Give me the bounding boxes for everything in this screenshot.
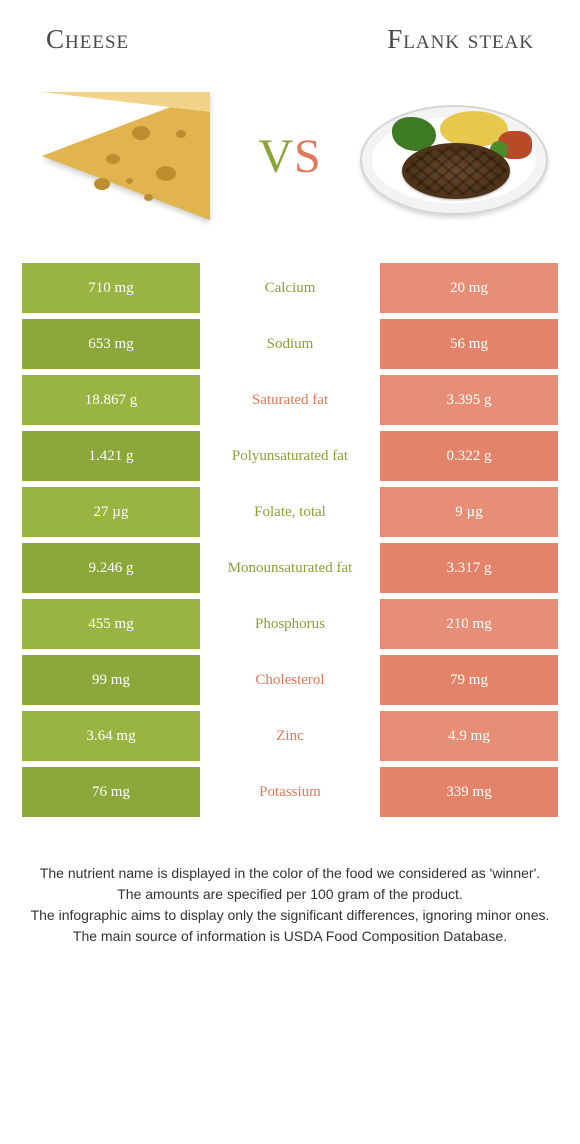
- nutrient-name: Monounsaturated fat: [200, 543, 380, 593]
- footnote-line: The infographic aims to display only the…: [26, 905, 554, 926]
- left-food-image: [26, 81, 226, 231]
- right-value: 210 mg: [380, 599, 558, 649]
- right-value: 79 mg: [380, 655, 558, 705]
- nutrient-name: Potassium: [200, 767, 380, 817]
- right-value: 20 mg: [380, 263, 558, 313]
- title-row: Cheese Flank steak: [22, 18, 558, 63]
- table-row: 455 mgPhosphorus210 mg: [22, 599, 558, 649]
- left-value: 710 mg: [22, 263, 200, 313]
- left-food-title: Cheese: [46, 24, 129, 55]
- cheese-icon: [36, 86, 216, 226]
- footnote-line: The main source of information is USDA F…: [26, 926, 554, 947]
- right-value: 0.322 g: [380, 431, 558, 481]
- infographic: Cheese Flank steak VS 710 mgCalcium20 mg…: [0, 0, 580, 965]
- right-food-image: [354, 81, 554, 231]
- left-value: 76 mg: [22, 767, 200, 817]
- right-value: 339 mg: [380, 767, 558, 817]
- right-value: 4.9 mg: [380, 711, 558, 761]
- left-value: 9.246 g: [22, 543, 200, 593]
- nutrient-name: Calcium: [200, 263, 380, 313]
- table-row: 27 µgFolate, total9 µg: [22, 487, 558, 537]
- left-value: 653 mg: [22, 319, 200, 369]
- footnotes: The nutrient name is displayed in the co…: [22, 863, 558, 947]
- left-value: 18.867 g: [22, 375, 200, 425]
- nutrient-name: Cholesterol: [200, 655, 380, 705]
- nutrient-name: Zinc: [200, 711, 380, 761]
- table-row: 1.421 gPolyunsaturated fat0.322 g: [22, 431, 558, 481]
- left-value: 3.64 mg: [22, 711, 200, 761]
- left-value: 1.421 g: [22, 431, 200, 481]
- vs-label: VS: [258, 129, 321, 184]
- nutrient-name: Sodium: [200, 319, 380, 369]
- right-value: 3.395 g: [380, 375, 558, 425]
- right-value: 3.317 g: [380, 543, 558, 593]
- table-row: 99 mgCholesterol79 mg: [22, 655, 558, 705]
- table-row: 3.64 mgZinc4.9 mg: [22, 711, 558, 761]
- left-value: 99 mg: [22, 655, 200, 705]
- nutrient-name: Saturated fat: [200, 375, 380, 425]
- steak-plate-icon: [354, 81, 554, 231]
- footnote-line: The nutrient name is displayed in the co…: [26, 863, 554, 884]
- nutrient-name: Polyunsaturated fat: [200, 431, 380, 481]
- hero-row: VS: [22, 63, 558, 263]
- table-row: 710 mgCalcium20 mg: [22, 263, 558, 313]
- table-row: 9.246 gMonounsaturated fat3.317 g: [22, 543, 558, 593]
- right-value: 56 mg: [380, 319, 558, 369]
- nutrient-name: Folate, total: [200, 487, 380, 537]
- nutrient-name: Phosphorus: [200, 599, 380, 649]
- footnote-line: The amounts are specified per 100 gram o…: [26, 884, 554, 905]
- left-value: 27 µg: [22, 487, 200, 537]
- comparison-table: 710 mgCalcium20 mg 653 mgSodium56 mg 18.86…: [22, 263, 558, 817]
- table-row: 76 mgPotassium339 mg: [22, 767, 558, 817]
- right-food-title: Flank steak: [387, 24, 534, 55]
- right-value: 9 µg: [380, 487, 558, 537]
- table-row: 18.867 gSaturated fat3.395 g: [22, 375, 558, 425]
- table-row: 653 mgSodium56 mg: [22, 319, 558, 369]
- left-value: 455 mg: [22, 599, 200, 649]
